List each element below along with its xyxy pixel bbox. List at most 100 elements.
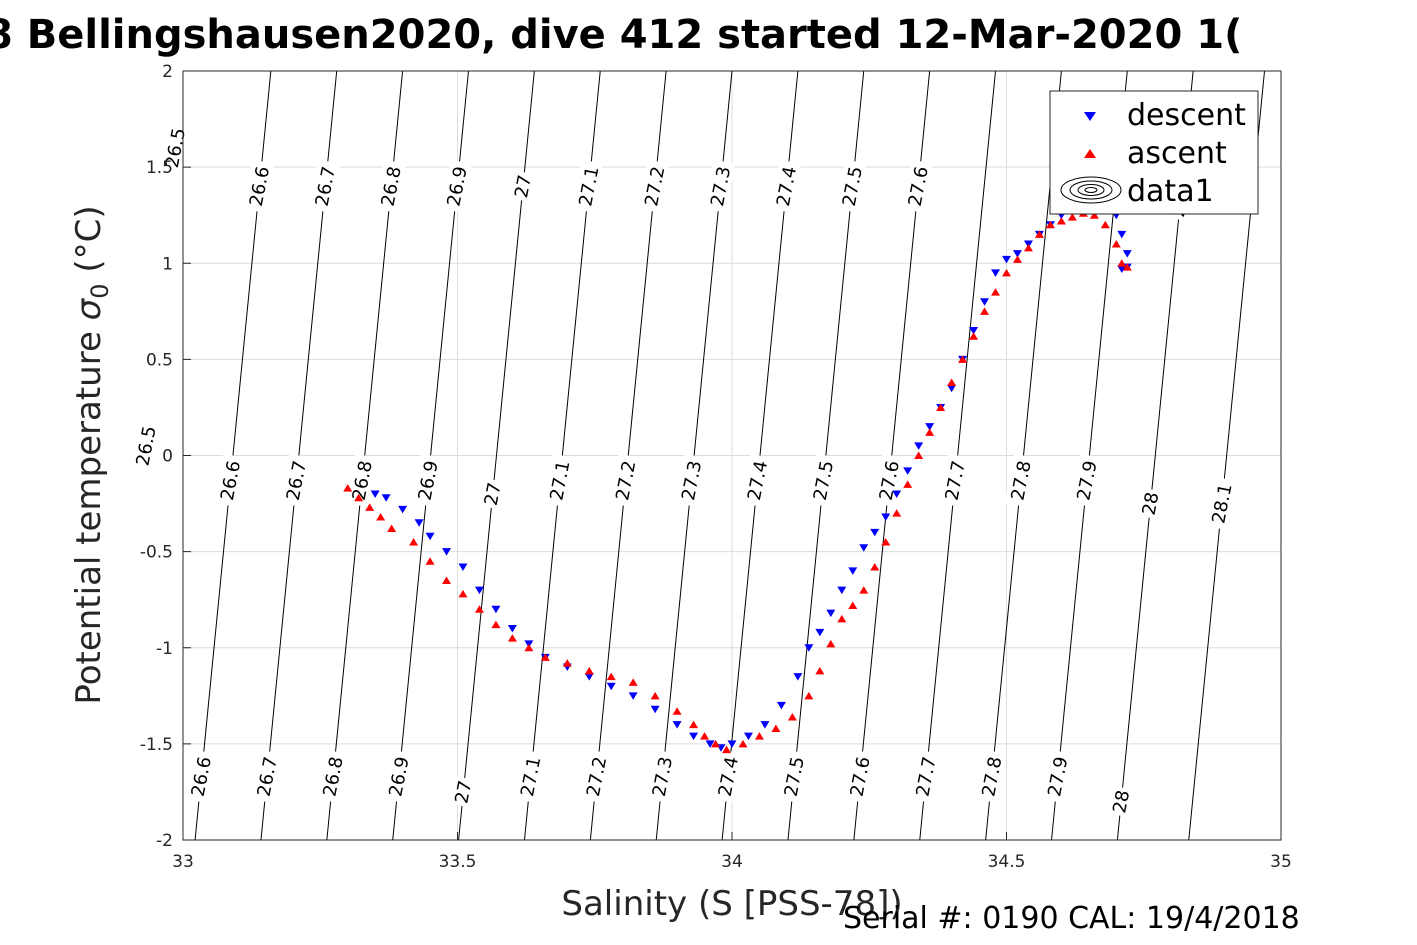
contour-label-bg	[711, 749, 743, 804]
contour-label-bg	[1205, 476, 1237, 531]
descent-point	[370, 490, 380, 498]
contour-label-bg	[184, 749, 216, 804]
y-tick-label: -2	[156, 831, 173, 851]
ascent-point	[771, 724, 781, 732]
contour-label-bg	[129, 419, 161, 473]
ascent-point	[903, 480, 913, 488]
descent-point	[1012, 250, 1022, 258]
ascent-point	[1034, 230, 1044, 238]
contour-label-bg	[1041, 749, 1073, 804]
legend-box	[1049, 90, 1259, 215]
ascent-point	[628, 678, 638, 686]
ascent-point	[936, 403, 946, 411]
legend-ascent-label: ascent	[1127, 136, 1227, 171]
descent-point	[398, 505, 408, 514]
contour-label-bg	[740, 453, 773, 507]
contour-label: 28	[1106, 785, 1134, 818]
serial-footer: Serial #: 0190 CAL: 19/4/2018	[843, 901, 1300, 936]
contour-label-bg	[572, 159, 604, 213]
contour-label: 26.5	[129, 419, 161, 473]
ascent-point	[650, 691, 660, 700]
contour-label: 27.9	[1070, 453, 1102, 507]
ascent-point	[1100, 220, 1110, 229]
ascent-point	[1089, 211, 1099, 219]
ascent-point	[804, 691, 814, 700]
contour-label-bg	[478, 477, 506, 510]
ascent-point	[1117, 259, 1127, 267]
descent-point	[628, 692, 638, 700]
descent-point	[914, 442, 924, 450]
descent-point	[425, 532, 435, 541]
legend-descent-marker	[1084, 112, 1096, 121]
contour-label-bg	[843, 749, 875, 804]
ascent-point	[584, 666, 594, 675]
descent-point	[584, 673, 594, 681]
contour-label-bg	[1136, 487, 1164, 520]
legend-ascent-marker	[1084, 149, 1096, 158]
legend-descent-label: descent	[1127, 98, 1246, 133]
descent-point	[474, 586, 484, 595]
contour-label-bg	[704, 159, 736, 213]
contour-label-bg	[316, 749, 348, 804]
contour-label: 27.6	[901, 159, 933, 213]
descent-point	[458, 563, 468, 572]
descent-point	[1122, 250, 1132, 258]
y-tick-label: 2	[162, 62, 173, 82]
ascent-point	[540, 653, 550, 661]
contour-label: 27.7	[938, 453, 970, 507]
ascent-point	[1045, 220, 1055, 229]
ascent-point	[1012, 255, 1022, 263]
y-axis-label: Potential temperature σ0 (°C)	[69, 205, 114, 704]
x-tick-label: 33.5	[439, 852, 477, 872]
x-tick-label: 33	[172, 852, 194, 872]
contour-label-bg	[769, 159, 802, 213]
ascent-point	[507, 634, 517, 642]
contour-label-bg	[901, 159, 933, 213]
y-tick-label: -0.5	[140, 543, 173, 563]
contour-label-bg	[279, 453, 311, 507]
contour-label-bg	[975, 749, 1007, 804]
ascent-point	[859, 586, 869, 594]
contour-label: 27.4	[740, 453, 773, 507]
legend-contour-icon	[1060, 176, 1122, 204]
contour-label: 27.3	[704, 159, 736, 213]
contour-label-bg	[806, 453, 839, 507]
ascent-point	[925, 428, 935, 436]
ascent-point	[1122, 263, 1132, 271]
descent-point	[672, 721, 682, 729]
contour-label-bg	[514, 749, 546, 804]
y-tick-label: -1	[156, 639, 173, 659]
contour-label-text: 27	[451, 779, 476, 805]
descent-point	[793, 673, 803, 681]
ascent-point	[1023, 243, 1033, 252]
ascent-point	[343, 484, 353, 492]
ascent-point	[826, 639, 836, 648]
descent-point	[381, 494, 391, 502]
y-axis-label-unit: (°C)	[69, 205, 109, 283]
descent-point	[491, 605, 501, 614]
contour-label: 27.9	[1041, 749, 1073, 804]
contour-label-bg	[345, 453, 377, 507]
ascent-point	[870, 563, 880, 571]
ascent-point	[1111, 240, 1121, 248]
contour-label: 27.1	[543, 453, 575, 507]
ascent-point	[722, 745, 732, 754]
ascent-point	[491, 620, 501, 629]
descent-point	[881, 513, 891, 522]
y-axis-ticks: -2 -1.5 -1 -0.5 0 0.5 1 1.5 2	[140, 62, 191, 851]
contour-label-bg	[645, 749, 678, 804]
contour-label-bg	[374, 159, 406, 213]
y-axis-label-sigma: σ	[69, 297, 109, 320]
descent-point	[815, 628, 825, 637]
ascent-point	[1056, 216, 1066, 225]
descent-point	[1117, 230, 1127, 239]
descent-point	[743, 732, 753, 741]
ascent-point	[969, 332, 979, 340]
ascent-point	[689, 720, 699, 729]
y-tick-label: 1	[162, 254, 173, 274]
ascent-point	[425, 557, 435, 565]
contour-label-text: 28	[1139, 490, 1164, 516]
series-ascent	[343, 209, 1132, 754]
ascent-point	[409, 538, 419, 546]
descent-point	[760, 721, 770, 729]
